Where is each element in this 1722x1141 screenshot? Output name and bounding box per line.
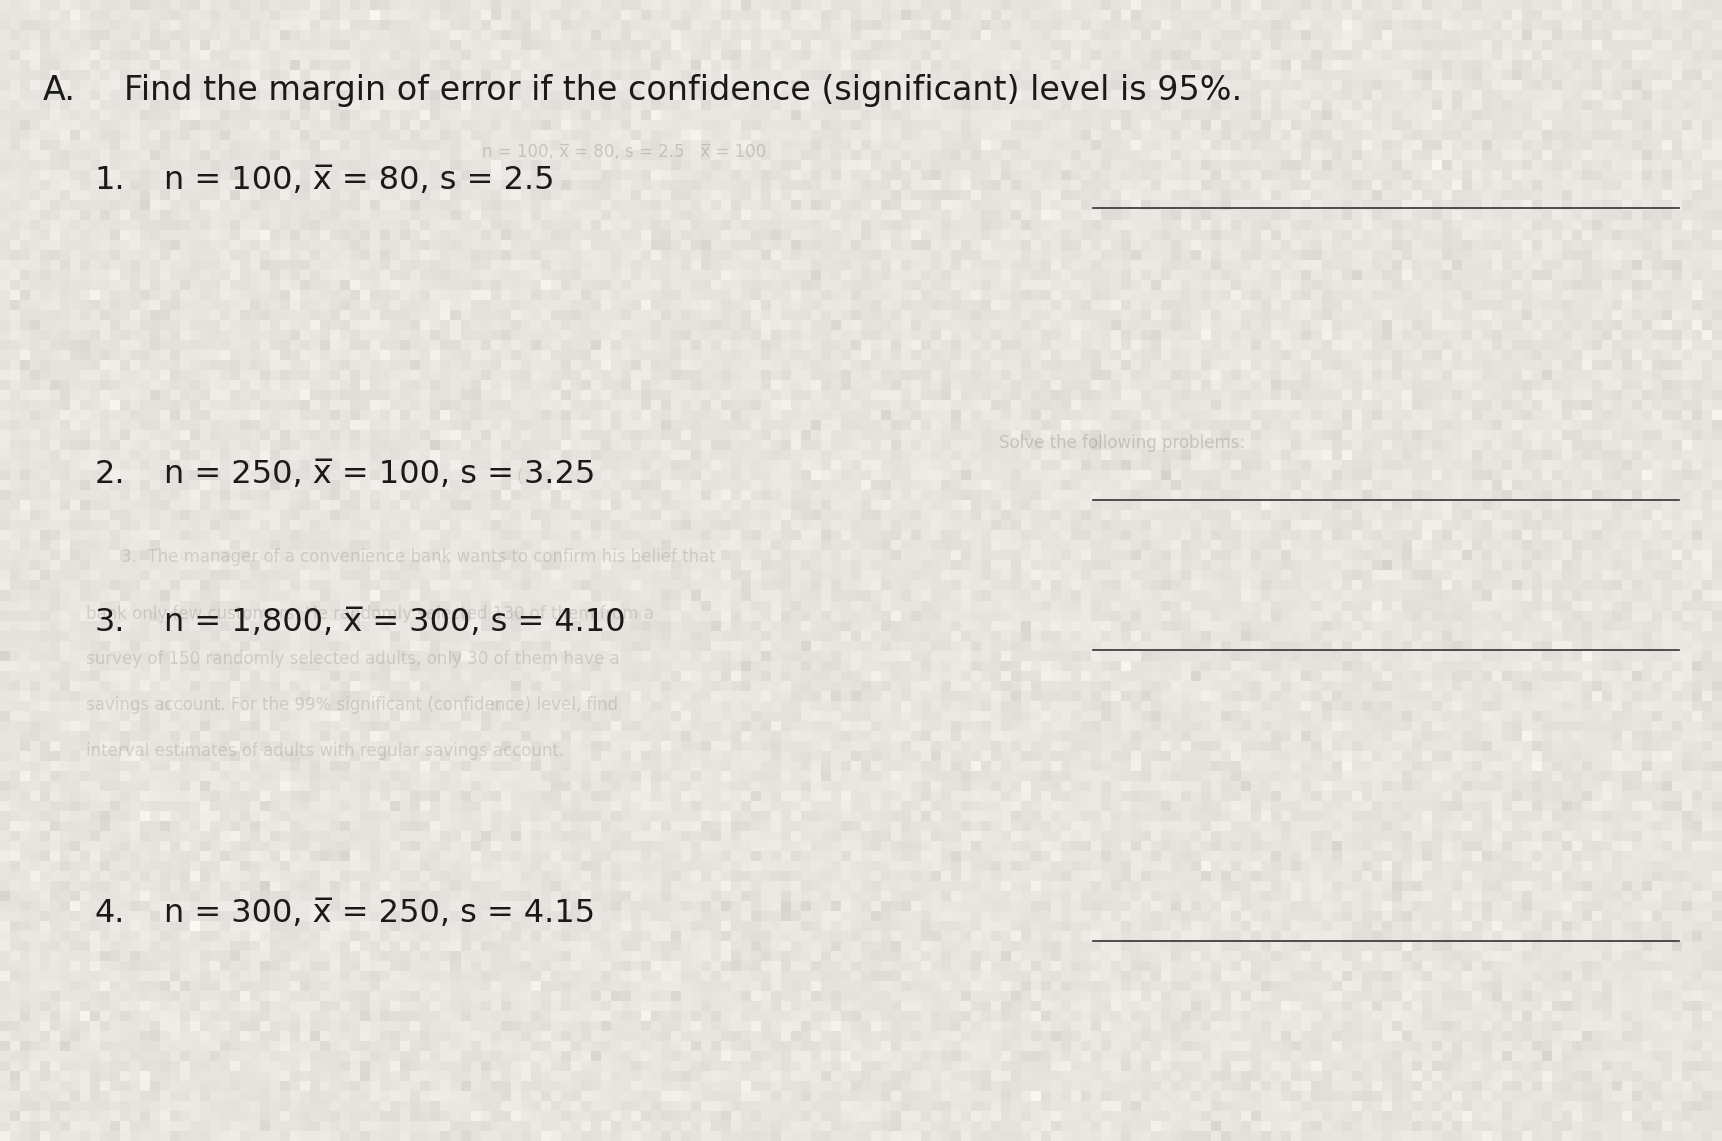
Text: n = 300, x̅ = 250, s = 4.15: n = 300, x̅ = 250, s = 4.15 xyxy=(164,898,594,929)
Text: n = 1,800, x̅ = 300, s = 4.10: n = 1,800, x̅ = 300, s = 4.10 xyxy=(164,607,625,638)
Text: A.: A. xyxy=(43,74,76,107)
Text: Solve the following problems:: Solve the following problems: xyxy=(999,434,1245,452)
Text: survey of 150 randomly selected adults, only 30 of them have a: survey of 150 randomly selected adults, … xyxy=(86,650,620,669)
Text: Find the margin of error if the confidence (significant) level is 95%.: Find the margin of error if the confiden… xyxy=(124,74,1242,107)
Text: 3.: 3. xyxy=(95,607,126,638)
Text: n = 100, x̅ = 80, s = 2.5   x̅ = 100: n = 100, x̅ = 80, s = 2.5 x̅ = 100 xyxy=(482,143,766,161)
Text: interval estimates of adults with regular savings account.: interval estimates of adults with regula… xyxy=(86,742,565,760)
Text: n = 250, x̅ = 100, s = 3.25: n = 250, x̅ = 100, s = 3.25 xyxy=(164,459,596,489)
Text: 4.: 4. xyxy=(95,898,126,929)
Text: (: ( xyxy=(517,468,523,486)
Text: 1.: 1. xyxy=(95,165,126,196)
Text: savings account. For the 99% significant (confidence) level, find: savings account. For the 99% significant… xyxy=(86,696,618,714)
Text: n = 100, x̅ = 80, s = 2.5: n = 100, x̅ = 80, s = 2.5 xyxy=(164,165,554,196)
Text: 2.: 2. xyxy=(95,459,126,489)
Text: 3.  The manager of a convenience bank wants to confirm his belief that: 3. The manager of a convenience bank wan… xyxy=(121,548,715,566)
Text: bank only few customers. He randomly selected 130 of them from a: bank only few customers. He randomly sel… xyxy=(86,605,654,623)
